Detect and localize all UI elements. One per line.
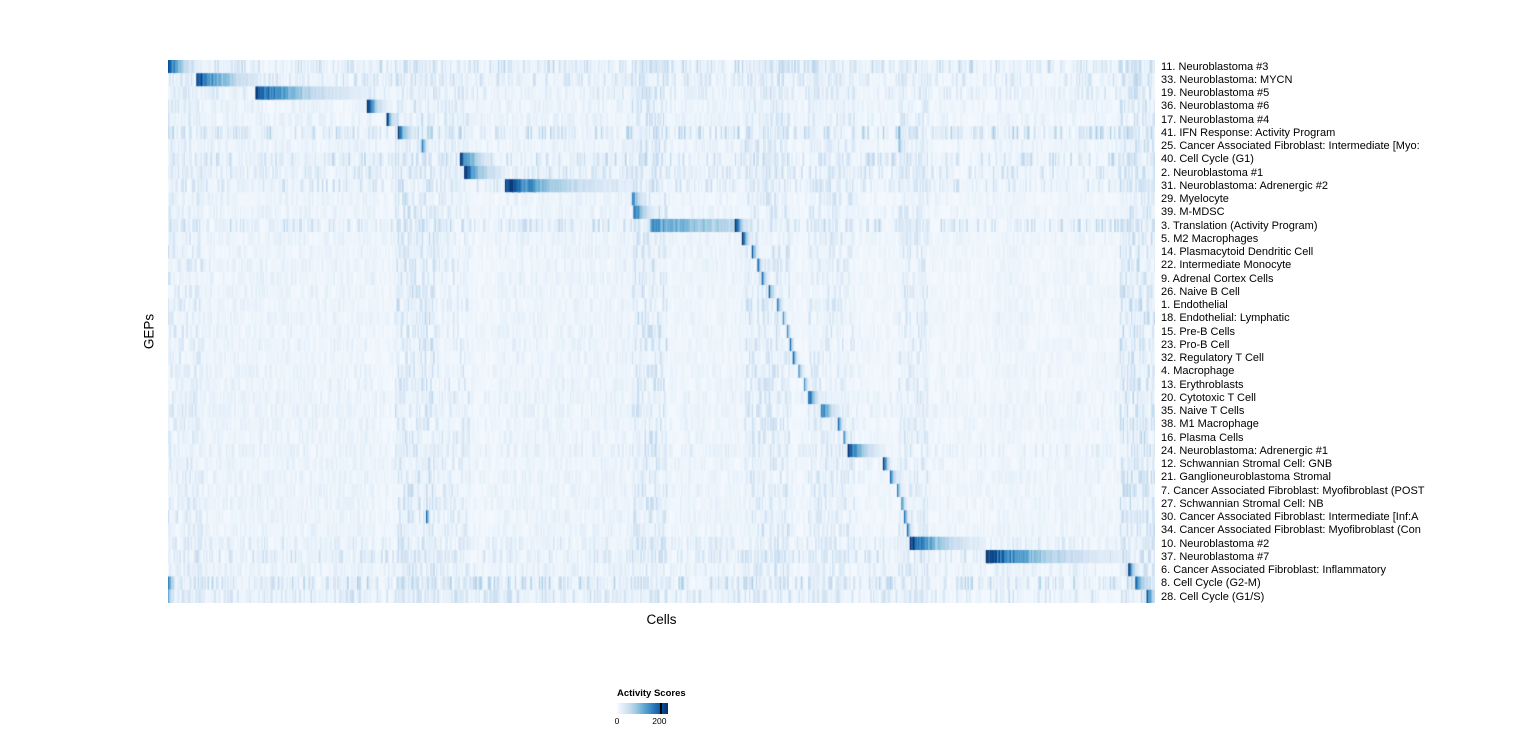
row-label: 22. Intermediate Monocyte bbox=[1161, 259, 1292, 272]
row-label: 23. Pro-B Cell bbox=[1161, 338, 1230, 351]
row-label: 14. Plasmacytoid Dendritic Cell bbox=[1161, 246, 1314, 259]
row-label: 34. Cancer Associated Fibroblast: Myofib… bbox=[1161, 524, 1421, 537]
row-label: 39. M-MDSC bbox=[1161, 206, 1225, 219]
row-label: 9. Adrenal Cortex Cells bbox=[1161, 272, 1274, 285]
row-label: 2. Neuroblastoma #1 bbox=[1161, 166, 1264, 179]
row-label: 26. Naive B Cell bbox=[1161, 285, 1240, 298]
row-label: 32. Regulatory T Cell bbox=[1161, 352, 1264, 365]
row-label: 27. Schwannian Stromal Cell: NB bbox=[1161, 497, 1324, 510]
row-label: 38. M1 Macrophage bbox=[1161, 418, 1259, 431]
row-label: 1. Endothelial bbox=[1161, 299, 1228, 312]
row-label: 15. Pre-B Cells bbox=[1161, 325, 1235, 338]
legend-title: Activity Scores bbox=[617, 688, 686, 699]
legend-max-tick bbox=[660, 703, 663, 714]
row-label: 10. Neuroblastoma #2 bbox=[1161, 537, 1270, 550]
row-label: 19. Neuroblastoma #5 bbox=[1161, 87, 1270, 100]
row-label: 36. Neuroblastoma #6 bbox=[1161, 100, 1270, 113]
row-label: 8. Cell Cycle (G2-M) bbox=[1161, 577, 1261, 590]
row-label: 41. IFN Response: Activity Program bbox=[1161, 126, 1336, 139]
row-label: 35. Naive T Cells bbox=[1161, 405, 1245, 418]
row-label: 40. Cell Cycle (G1) bbox=[1161, 153, 1254, 166]
row-label: 30. Cancer Associated Fibroblast: Interm… bbox=[1161, 511, 1419, 524]
row-label: 18. Endothelial: Lymphatic bbox=[1161, 312, 1290, 325]
row-label: 17. Neuroblastoma #4 bbox=[1161, 113, 1270, 126]
row-label: 5. M2 Macrophages bbox=[1161, 232, 1259, 245]
row-label: 25. Cancer Associated Fibroblast: Interm… bbox=[1161, 140, 1420, 153]
row-label: 7. Cancer Associated Fibroblast: Myofibr… bbox=[1161, 484, 1425, 497]
row-label: 28. Cell Cycle (G1/S) bbox=[1161, 590, 1265, 603]
row-label: 37. Neuroblastoma #7 bbox=[1161, 550, 1270, 563]
row-label: 4. Macrophage bbox=[1161, 365, 1235, 378]
row-labels: 11. Neuroblastoma #3 33. Neuroblastoma: M… bbox=[1161, 60, 1540, 603]
legend-bar-wrap bbox=[617, 703, 668, 714]
legend: Activity Scores 0 200 bbox=[614, 688, 757, 727]
row-label: 16. Plasma Cells bbox=[1161, 431, 1244, 444]
row-label: 29. Myelocyte bbox=[1161, 193, 1229, 206]
row-label: 12. Schwannian Stromal Cell: GNB bbox=[1161, 458, 1333, 471]
row-label: 24. Neuroblastoma: Adrenergic #1 bbox=[1161, 444, 1328, 457]
x-axis-label: Cells bbox=[646, 612, 677, 627]
row-label: 6. Cancer Associated Fibroblast: Inflamm… bbox=[1161, 564, 1386, 577]
row-label: 20. Cytotoxic T Cell bbox=[1161, 391, 1256, 404]
legend-labels: 0 200 bbox=[614, 716, 668, 727]
row-label: 13. Erythroblasts bbox=[1161, 378, 1244, 391]
row-label: 3. Translation (Activity Program) bbox=[1161, 219, 1318, 232]
legend-gradient-bar bbox=[617, 703, 668, 714]
heatmap-canvas bbox=[168, 60, 1155, 603]
y-axis-label: GEPs bbox=[141, 313, 157, 350]
row-label: 33. Neuroblastoma: MYCN bbox=[1161, 73, 1293, 86]
legend-max-label: 200 bbox=[652, 716, 667, 726]
row-label: 11. Neuroblastoma #3 bbox=[1161, 60, 1269, 73]
legend-min-label: 0 bbox=[614, 716, 620, 726]
row-label: 31. Neuroblastoma: Adrenergic #2 bbox=[1161, 179, 1328, 192]
row-label: 21. Ganglioneuroblastoma Stromal bbox=[1161, 471, 1331, 484]
